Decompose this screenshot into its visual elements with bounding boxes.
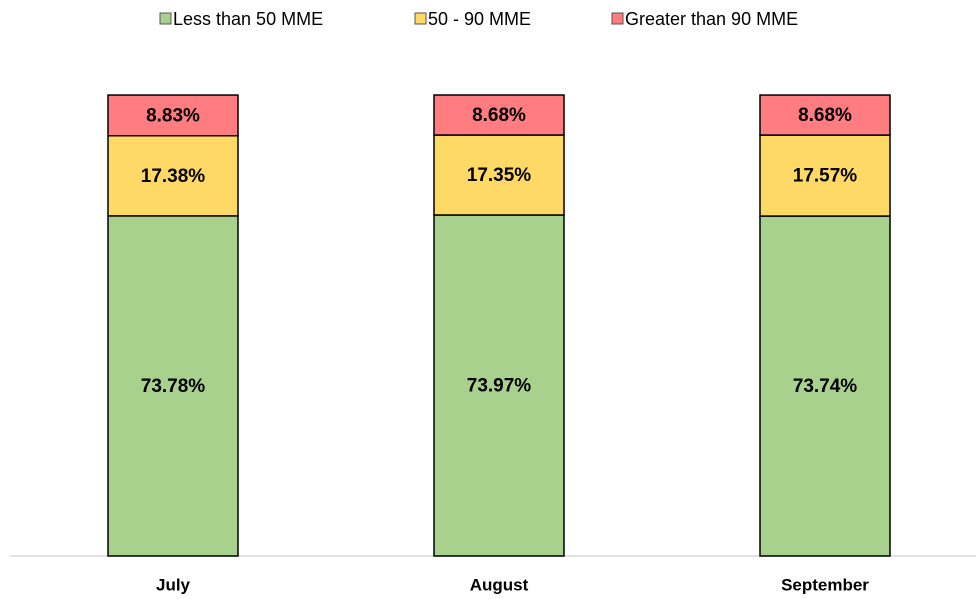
data-label: 73.97% xyxy=(467,376,532,397)
bar-segment xyxy=(759,215,891,557)
bar-segment xyxy=(759,94,891,136)
data-label: 8.68% xyxy=(472,105,526,126)
x-tick-label: August xyxy=(470,575,529,594)
legend-label: 50 - 90 MME xyxy=(428,9,531,29)
bar-segment xyxy=(107,135,239,217)
data-label: 73.78% xyxy=(141,376,206,397)
data-label: 8.83% xyxy=(146,105,200,126)
bar-segment xyxy=(433,94,565,136)
legend-label: Less than 50 MME xyxy=(173,9,323,29)
data-label: 17.57% xyxy=(793,166,858,187)
legend-swatch xyxy=(159,12,172,25)
x-tick-label: September xyxy=(781,575,869,594)
legend-swatch xyxy=(611,12,624,25)
bar-segment xyxy=(759,134,891,217)
data-label: 8.68% xyxy=(798,105,852,126)
x-tick-label: July xyxy=(156,575,191,594)
data-label: 17.38% xyxy=(141,166,206,187)
bar-segment xyxy=(433,134,565,216)
bar-segment xyxy=(107,215,239,557)
data-label: 17.35% xyxy=(467,165,532,186)
bar-segment xyxy=(433,214,565,557)
data-label: 73.74% xyxy=(793,376,858,397)
legend-swatch xyxy=(414,12,427,25)
legend-label: Greater than 90 MME xyxy=(625,9,798,29)
bar-segment xyxy=(107,94,239,137)
